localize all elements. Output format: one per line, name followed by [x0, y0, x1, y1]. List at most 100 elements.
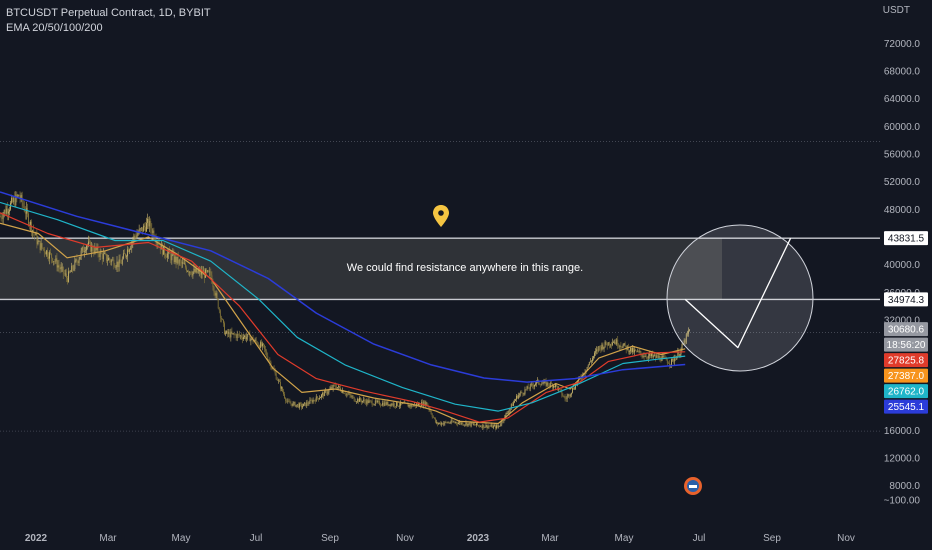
- price-axis[interactable]: 72000.0 68000.0 64000.0 60000.0 56000.0 52000…: [884, 39, 921, 507]
- time-tick-label: Mar: [99, 533, 117, 544]
- candle-body: [606, 344, 608, 346]
- candle-body: [549, 382, 551, 387]
- candle-body: [30, 221, 31, 225]
- candle-body: [628, 351, 630, 353]
- candle-body: [322, 393, 323, 395]
- candle-body: [484, 426, 486, 428]
- candle-body: [316, 396, 318, 399]
- candle-body: [107, 260, 108, 261]
- candle-body: [168, 250, 170, 254]
- candle-body: [86, 245, 87, 251]
- candle-body: [32, 230, 34, 233]
- candle-body: [464, 424, 466, 426]
- indicator-label[interactable]: EMA 20/50/100/200: [6, 22, 103, 34]
- candle-body: [226, 330, 228, 334]
- candle-body: [381, 405, 383, 406]
- candle-body: [509, 407, 511, 411]
- candle-body: [282, 387, 283, 392]
- candle-body: [609, 344, 611, 346]
- candle-body: [363, 399, 365, 401]
- candle-body: [617, 339, 619, 347]
- candle-body: [29, 224, 30, 225]
- candle-body: [56, 258, 58, 268]
- candle-body: [612, 342, 613, 345]
- candle-body: [430, 411, 432, 415]
- candle-body: [287, 400, 289, 402]
- candle-body: [526, 386, 528, 390]
- time-axis[interactable]: 2022 Mar May Jul Sep Nov 2023 Mar May Jul Sep Nov: [25, 533, 855, 544]
- candle-body: [257, 344, 259, 346]
- candle-body: [417, 403, 418, 406]
- candle-body: [426, 402, 428, 405]
- candle-body: [359, 398, 360, 402]
- candle-body: [389, 404, 391, 407]
- candle-body: [91, 245, 93, 252]
- candle-body: [123, 253, 125, 255]
- candle-body: [676, 356, 678, 360]
- candle-body: [352, 396, 354, 398]
- candle-body: [280, 381, 281, 389]
- candle-body: [173, 253, 175, 263]
- candle-body: [336, 387, 338, 389]
- candle-body: [297, 404, 299, 408]
- candle-body: [165, 254, 166, 257]
- candle-body: [407, 403, 409, 407]
- candle-body: [166, 256, 167, 258]
- price-tag-label: 26762.0: [888, 387, 925, 398]
- candle-body: [521, 392, 523, 393]
- candle-body: [126, 256, 127, 257]
- candle-body: [127, 249, 128, 257]
- time-tick-label: Jul: [250, 533, 263, 544]
- candle-body: [343, 390, 345, 394]
- candle-body: [295, 404, 297, 407]
- candle-body: [529, 384, 531, 389]
- candle-body: [308, 403, 310, 405]
- candle-body: [73, 268, 75, 270]
- candle-body: [92, 245, 94, 251]
- candle-body: [473, 423, 475, 425]
- candle-body: [340, 387, 341, 391]
- candle-body: [161, 243, 163, 255]
- candle-body: [366, 400, 368, 404]
- candle-body: [629, 347, 631, 352]
- candle-body: [362, 400, 364, 403]
- candle-body: [324, 390, 326, 397]
- candle-body: [409, 404, 411, 407]
- candle-body: [266, 351, 268, 356]
- price-tag-label: 27825.8: [888, 356, 925, 367]
- candle-body: [477, 423, 478, 426]
- candle-body: [561, 390, 563, 396]
- candle-body: [684, 340, 686, 343]
- candle-body: [325, 390, 327, 392]
- candle-body: [376, 401, 378, 402]
- candle-body: [492, 425, 494, 428]
- candle-body: [35, 233, 37, 236]
- candle-body: [450, 420, 452, 423]
- candle-body: [446, 422, 448, 424]
- candle-body: [623, 343, 625, 346]
- candle-body: [515, 399, 516, 401]
- candle-body: [247, 333, 249, 338]
- candle-body: [451, 420, 453, 422]
- symbol-title[interactable]: BTCUSDT Perpetual Contract, 1D, BYBIT: [6, 7, 211, 19]
- candle-body: [565, 398, 567, 400]
- candle-body: [171, 254, 173, 261]
- candle-body: [602, 344, 604, 350]
- candle-body: [59, 267, 61, 270]
- candle-body: [89, 241, 91, 243]
- candle-body: [23, 206, 25, 212]
- candle-body: [68, 271, 69, 282]
- candle-body: [364, 399, 366, 402]
- candle-body: [463, 424, 465, 426]
- candle-body: [196, 268, 198, 273]
- candle-body: [220, 317, 222, 320]
- candle-body: [651, 353, 652, 357]
- candle-body: [112, 259, 114, 261]
- candle-body: [62, 266, 64, 274]
- candle-body: [356, 399, 358, 402]
- candle-body: [372, 404, 374, 406]
- candle-body: [309, 399, 311, 404]
- candle-body: [43, 248, 45, 253]
- candle-body: [432, 416, 434, 418]
